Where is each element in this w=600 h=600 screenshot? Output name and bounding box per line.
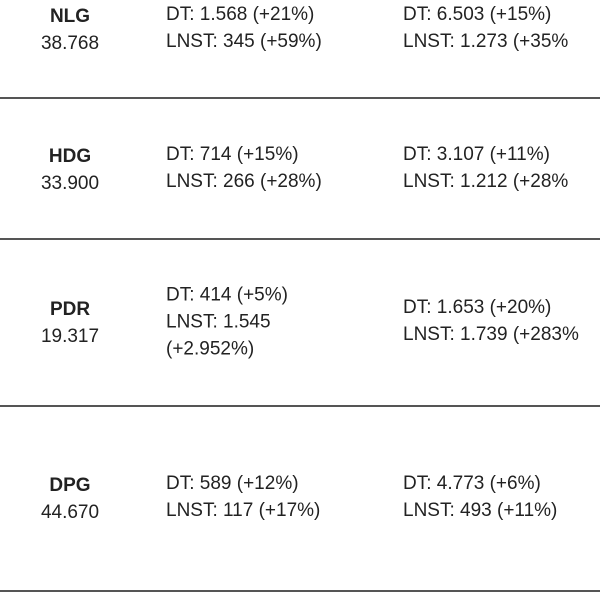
revenue-cell: DT: 3.107 (+11%) LNST: 1.212 (+28% (403, 141, 568, 195)
price: 44.670 (40, 502, 100, 523)
stock-cell: DPG 44.670 (10, 472, 130, 526)
metric-line: DT: 4.773 (+6%) (403, 473, 541, 494)
metric-line: (+2.952%) (166, 338, 255, 360)
metric-line: LNST: 1.545 (166, 311, 271, 333)
metric-line: LNST: 266 (+28%) (166, 171, 322, 192)
metric-line: LNST: 117 (+17%) (166, 500, 321, 521)
ticker: NLG (49, 6, 91, 27)
metric-line: LNST: 1.212 (+28% (403, 171, 569, 192)
revenue-cell: DT: 414 (+5%) LNST: 1.545 (+2.952%) (166, 282, 288, 363)
revenue-cell: DT: 1.653 (+20%) LNST: 1.739 (+283% (403, 294, 579, 348)
metric-line: DT: 1.653 (+20%) (403, 297, 552, 318)
metric-line: DT: 714 (+15%) (166, 144, 299, 165)
revenue-cell: DT: 589 (+12%) LNST: 117 (+17%) (166, 470, 320, 524)
revenue-cell: DT: 714 (+15%) LNST: 266 (+28%) (166, 141, 322, 195)
row-divider (0, 97, 600, 99)
ticker: PDR (49, 299, 91, 320)
ticker: HDG (48, 146, 92, 167)
metric-line: DT: 6.503 (+15%) (403, 4, 552, 25)
row-divider (0, 238, 600, 240)
price: 38.768 (40, 33, 100, 54)
metric-line: DT: 1.568 (+21%) (166, 4, 315, 25)
revenue-cell: DT: 1.568 (+21%) LNST: 345 (+59%) (166, 1, 322, 55)
metric-line: DT: 589 (+12%) (166, 473, 299, 494)
price: 19.317 (40, 326, 100, 347)
metric-line: DT: 3.107 (+11%) (403, 144, 550, 165)
metric-line: LNST: 1.273 (+35% (403, 31, 569, 52)
row-divider (0, 590, 600, 592)
ticker: DPG (49, 475, 91, 496)
price: 33.900 (40, 173, 100, 194)
metric-line: DT: 414 (+5%) (166, 284, 288, 306)
revenue-cell: DT: 6.503 (+15%) LNST: 1.273 (+35% (403, 1, 568, 55)
metric-line: LNST: 1.739 (+283% (403, 324, 579, 345)
stock-cell: NLG 38.768 (10, 3, 130, 57)
stock-cell: PDR 19.317 (10, 296, 130, 350)
metric-line: LNST: 493 (+11%) (403, 500, 558, 521)
revenue-cell: DT: 4.773 (+6%) LNST: 493 (+11%) (403, 470, 557, 524)
metric-line: LNST: 345 (+59%) (166, 31, 322, 52)
row-divider (0, 405, 600, 407)
stock-cell: HDG 33.900 (10, 143, 130, 197)
